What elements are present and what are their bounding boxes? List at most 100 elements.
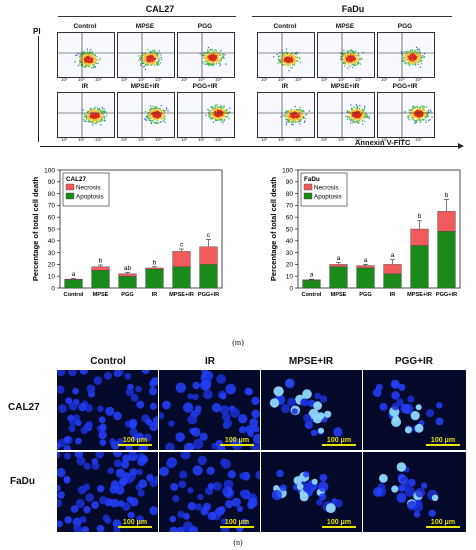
scale-bar-line	[322, 526, 356, 528]
flow-tick-label: 10³	[295, 137, 302, 142]
x-category-label: PGG	[359, 292, 371, 298]
bar-apoptosis	[199, 264, 218, 289]
flow-scatter-panel	[117, 32, 175, 78]
scale-bar-label: 100 μm	[224, 519, 250, 526]
flow-panel-label: Control	[273, 23, 297, 30]
flow-tick-label: 10³	[95, 77, 102, 82]
flow-tick-label: 10¹	[321, 137, 328, 142]
scale-bar: 100 μm	[220, 437, 254, 446]
scale-bar: 100 μm	[118, 519, 152, 528]
y-tick-label: 90	[286, 179, 294, 186]
flow-tick-label: 10³	[355, 77, 362, 82]
scale-bar-line	[426, 444, 460, 446]
pi-axis-label: PI	[33, 27, 41, 36]
y-tick-label: 100	[44, 167, 55, 174]
y-axis-label: Percentage of total cell death	[269, 176, 278, 281]
bar-apoptosis	[329, 266, 348, 289]
significance-letter: b	[99, 257, 103, 264]
bar-necrosis	[199, 246, 218, 265]
flow-tick-label: 10²	[338, 77, 345, 82]
y-tick-label: 70	[286, 203, 294, 210]
cal27-header: CAL27	[145, 4, 175, 14]
bar-apoptosis	[91, 270, 110, 289]
legend-label-apoptosis: Apoptosis	[314, 194, 342, 201]
fadu-header-line	[252, 16, 452, 17]
bar-necrosis	[302, 279, 321, 281]
y-tick-label: 60	[48, 215, 56, 222]
flow-tick-label: 10²	[138, 137, 145, 142]
flow-tick-label: 10¹	[181, 77, 188, 82]
micro-row-cal27: CAL27	[8, 402, 40, 413]
flow-scatter-panel	[257, 32, 315, 78]
flow-tick-label: 10²	[278, 77, 285, 82]
bar-necrosis	[383, 264, 402, 275]
fluorescence-micrograph: 100 μm	[57, 370, 158, 450]
bar-necrosis	[172, 251, 191, 267]
flow-scatter-panel	[377, 32, 435, 78]
scale-bar: 100 μm	[426, 519, 460, 528]
flow-panel-label: MPSE+IR	[330, 83, 360, 90]
fluorescence-micrograph: 100 μm	[159, 370, 260, 450]
fluorescence-micrograph: 100 μm	[57, 452, 158, 532]
caption-m: (m)	[232, 338, 244, 347]
significance-letter: c	[207, 232, 211, 239]
flow-tick-label: 10²	[198, 137, 205, 142]
bar-apoptosis	[172, 266, 191, 289]
scale-bar-line	[322, 444, 356, 446]
y-tick-label: 10	[48, 274, 56, 281]
bar-apoptosis	[118, 275, 137, 289]
bar-necrosis	[64, 278, 83, 280]
flow-panel-label: MPSE+IR	[130, 83, 160, 90]
bar-apoptosis	[410, 245, 429, 289]
scale-bar: 100 μm	[322, 437, 356, 446]
significance-letter: a	[337, 255, 341, 262]
pi-axis-arrow	[38, 36, 39, 142]
scale-bar: 100 μm	[322, 519, 356, 528]
legend-swatch-apoptosis	[65, 192, 75, 200]
bar-apoptosis	[437, 231, 456, 289]
caption-n: (n)	[233, 538, 243, 547]
fluorescence-micrograph: 100 μm	[363, 370, 466, 450]
flow-tick-label: 10¹	[121, 77, 128, 82]
flow-panel-label: MPSE	[135, 23, 155, 30]
annexin-axis-label: Annexin V-FITC	[355, 138, 411, 147]
y-tick-label: 100	[282, 167, 293, 174]
legend-swatch-apoptosis	[303, 192, 313, 200]
legend-title: CAL27	[66, 176, 86, 183]
y-tick-label: 80	[286, 191, 294, 198]
flow-tick-label: 10¹	[381, 137, 388, 142]
legend-swatch-necrosis	[65, 183, 75, 191]
bar-apoptosis	[64, 279, 83, 289]
flow-tick-label: 10³	[355, 137, 362, 142]
flow-tick-label: 10³	[155, 137, 162, 142]
flow-tick-label: 10²	[398, 137, 405, 142]
flow-tick-label: 10¹	[61, 137, 68, 142]
cal27-header-line	[58, 16, 236, 17]
significance-letter: b	[445, 192, 449, 199]
flow-tick-label: 10³	[215, 137, 222, 142]
legend-label-necrosis: Necrosis	[76, 185, 101, 192]
significance-letter: a	[364, 257, 368, 264]
scale-bar: 100 μm	[118, 437, 152, 446]
bar-necrosis	[410, 228, 429, 246]
scale-bar-line	[118, 526, 152, 528]
significance-letter: a	[310, 272, 314, 279]
scale-bar-label: 100 μm	[122, 437, 148, 444]
annexin-axis-arrowhead	[458, 143, 464, 149]
x-category-label: PGG+IR	[198, 292, 219, 298]
flow-tick-label: 10³	[415, 77, 422, 82]
bar-apoptosis	[356, 267, 375, 289]
flow-panel-label: PGG+IR	[192, 83, 218, 90]
scale-bar: 100 μm	[220, 519, 254, 528]
flow-tick-label: 10²	[398, 77, 405, 82]
y-tick-label: 60	[286, 215, 294, 222]
flow-tick-label: 10¹	[321, 77, 328, 82]
scale-bar-label: 100 μm	[326, 437, 352, 444]
y-tick-label: 30	[286, 250, 294, 257]
x-category-label: MPSE+IR	[407, 292, 432, 298]
flow-tick-label: 10³	[295, 77, 302, 82]
bar-necrosis	[437, 211, 456, 232]
fluorescence-micrograph: 100 μm	[261, 370, 362, 450]
x-category-label: MPSE	[331, 292, 347, 298]
legend-label-apoptosis: Apoptosis	[76, 194, 104, 201]
